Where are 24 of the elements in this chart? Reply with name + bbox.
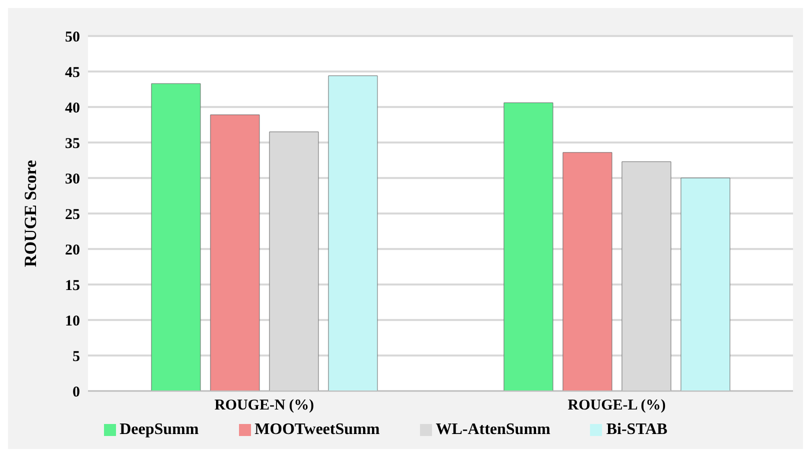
y-tick-label: 20 xyxy=(65,242,80,258)
y-tick-label: 25 xyxy=(65,206,80,223)
legend-label: MOOTweetSumm xyxy=(254,421,380,438)
y-tick-label: 45 xyxy=(65,64,80,81)
legend-label: DeepSumm xyxy=(120,421,199,438)
bar xyxy=(504,102,554,391)
bar xyxy=(680,178,730,391)
bar xyxy=(328,76,378,391)
x-tick-label: ROUGE-N (%) xyxy=(214,398,314,414)
y-tick-label: 10 xyxy=(65,313,80,330)
y-tick-label: 15 xyxy=(65,278,80,294)
y-tick-label: 40 xyxy=(65,100,80,116)
y-tick-label: 30 xyxy=(65,171,80,188)
legend-label: Bi-STAB xyxy=(606,421,668,438)
bar xyxy=(210,114,260,391)
y-tick-label: 50 xyxy=(65,29,80,46)
y-tick-label: 0 xyxy=(72,384,80,400)
y-axis-title: ROUGE Score xyxy=(21,160,40,267)
y-tick-label: 35 xyxy=(65,136,80,152)
x-tick-label: ROUGE-L (%) xyxy=(568,398,666,414)
bar xyxy=(562,152,612,391)
legend-label: WL-AttenSumm xyxy=(436,421,550,438)
y-tick-label: 5 xyxy=(72,348,80,365)
bar xyxy=(151,83,201,391)
